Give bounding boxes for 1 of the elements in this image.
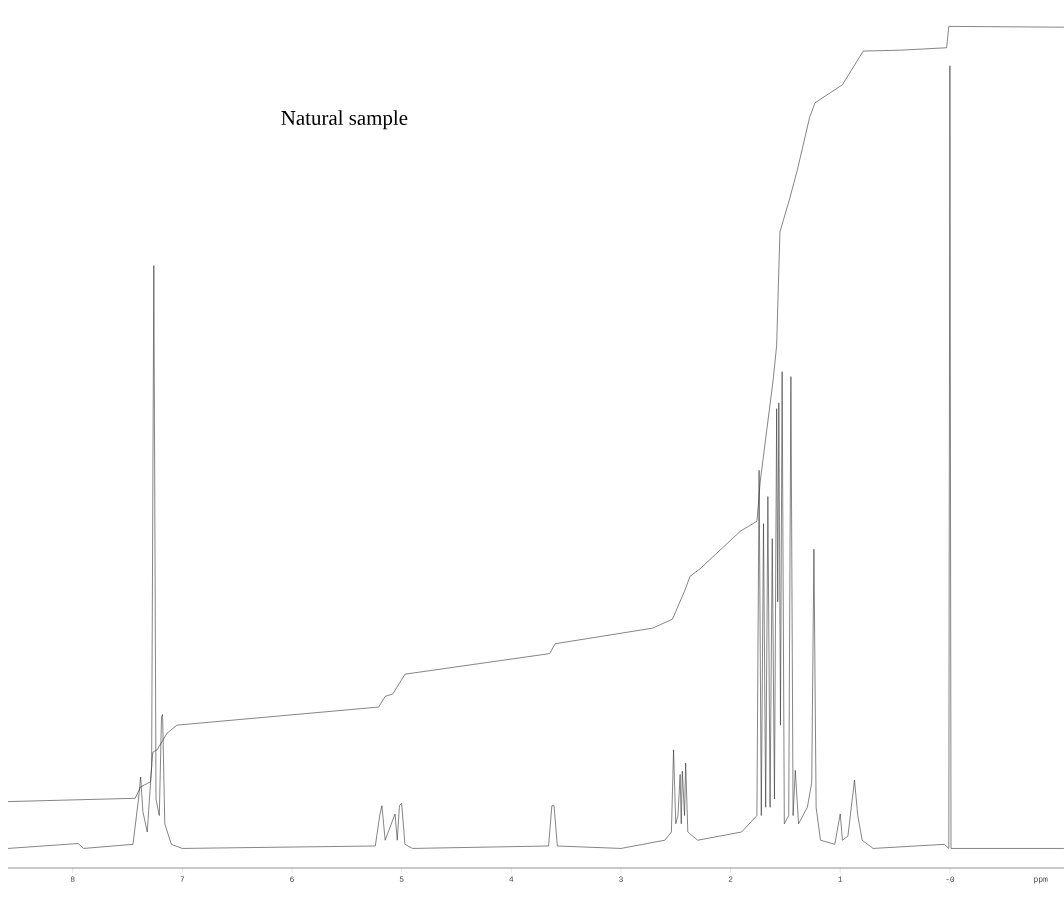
annotation: Natural sample xyxy=(281,110,408,130)
